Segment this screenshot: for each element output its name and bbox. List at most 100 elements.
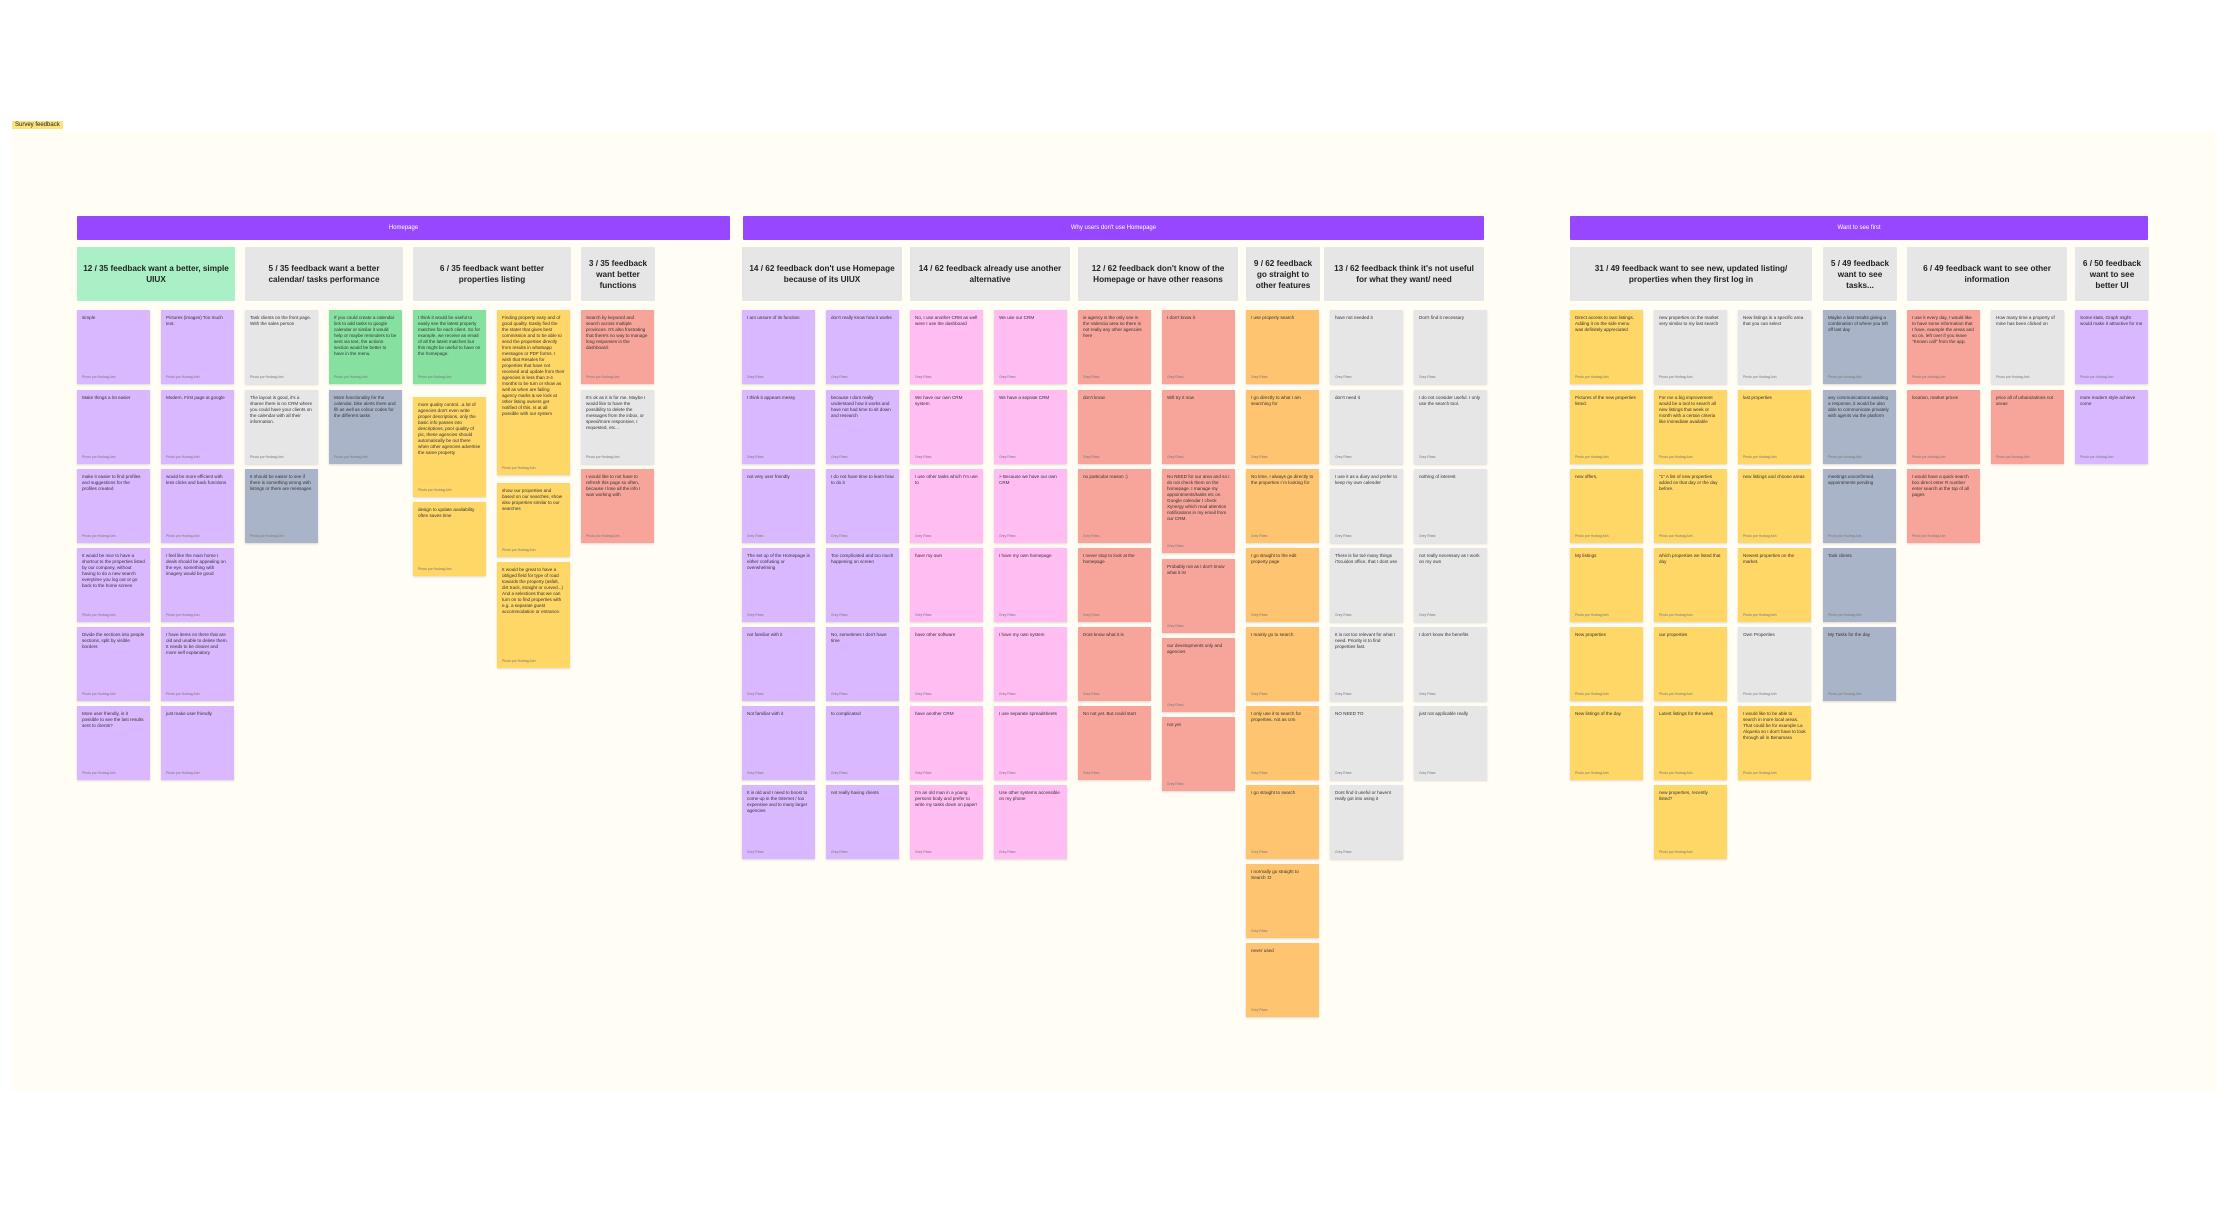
sticky-note[interactable]: Some stats, Graph might would make it at…	[2075, 310, 2148, 384]
sticky-note[interactable]: Too complicated and too much happening o…	[826, 548, 899, 622]
sticky-note[interactable]: just not applicable really Grey Rhea	[1414, 706, 1487, 780]
sticky-note[interactable]: Probably not as I don't know what it is!…	[1162, 559, 1235, 633]
sticky-note[interactable]: There is far toé many things i'Scuidos o…	[1330, 548, 1403, 622]
sticky-note[interactable]: I do not have time to learn how to do it…	[826, 469, 899, 543]
sticky-note[interactable]: I have items on there that are old and u…	[161, 627, 234, 701]
sticky-note[interactable]: never used Grey Rhea	[1246, 943, 1319, 1017]
sticky-note[interactable]: new properties on the market very simila…	[1654, 310, 1727, 384]
sticky-note[interactable]: location, market prices Photo por Hodrag …	[1907, 390, 1980, 464]
sticky-note[interactable]: make it easier to find profiles and sugg…	[77, 469, 150, 543]
sticky-note[interactable]: No not yet. But could start Grey Rhea	[1078, 706, 1151, 780]
sticky-note[interactable]: I think it would be useful to easily see…	[413, 310, 486, 384]
sticky-note[interactable]: Finding property easy and of good qualit…	[497, 310, 570, 475]
sticky-note[interactable]: Not familiar with it Grey Rhea	[742, 706, 815, 780]
sticky-note[interactable]: The layout is good, it's a shame there i…	[245, 390, 318, 464]
sticky-note[interactable]: I only use it to search for properties, …	[1246, 706, 1319, 780]
sticky-note[interactable]: New listings of the day Photo por Hodrag …	[1570, 706, 1643, 780]
sticky-note[interactable]: I feel like the main home I deals should…	[161, 548, 234, 622]
sticky-note[interactable]: I do not consider useful. I only use the…	[1414, 390, 1487, 464]
sticky-note[interactable]: More user friendly, is it possible to se…	[77, 706, 150, 780]
sticky-note[interactable]: > Because we have our own CRM Grey Rhea	[994, 469, 1067, 543]
sticky-note[interactable]: don't need it Grey Rhea	[1330, 390, 1403, 464]
sticky-note[interactable]: I use other tasks which I'm use to Grey R…	[910, 469, 983, 543]
sticky-note[interactable]: Maybe a last results giving a combinatio…	[1823, 310, 1896, 384]
sticky-note[interactable]: I'm an old man in a young persons body a…	[910, 785, 983, 859]
sticky-note[interactable]: have other software Grey Rhea	[910, 627, 983, 701]
sticky-note[interactable]: just make user friendly Photo por Hodrag …	[161, 706, 234, 780]
sticky-note[interactable]: Use other systems accessible on my phone…	[994, 785, 1067, 859]
sticky-note[interactable]: I use separate spreadsheets Grey Rhea	[994, 706, 1067, 780]
sticky-note[interactable]: I don't know it Grey Rhea	[1162, 310, 1235, 384]
sticky-note[interactable]: I go straight to the edit property page G…	[1246, 548, 1319, 622]
sticky-note[interactable]: I have my own system Grey Rhea	[994, 627, 1067, 701]
sticky-note[interactable]: No NEED for our area and so I do not che…	[1162, 469, 1235, 553]
sticky-note[interactable]: Will try it now Grey Rhea	[1162, 390, 1235, 464]
sticky-note[interactable]: I use it every day, I would like to have…	[1907, 310, 1980, 384]
sticky-note[interactable]: My listings Photo por Hodrag Anh	[1570, 548, 1643, 622]
sticky-note[interactable]: meetings unconfirmed, appointments pendi…	[1823, 469, 1896, 543]
sticky-note[interactable]: I would like to not have to refresh this…	[581, 469, 654, 543]
sticky-note[interactable]: not familiar with it Grey Rhea	[742, 627, 815, 701]
sticky-note[interactable]: The set up of the Homepage is either con…	[742, 548, 815, 622]
sticky-note[interactable]: I would have a quick search box direct e…	[1907, 469, 1980, 543]
sticky-note[interactable]: simple Photo por Hodrag Anh	[77, 310, 150, 384]
sticky-note[interactable]: I go straight to search Grey Rhea	[1246, 785, 1319, 859]
sticky-note[interactable]: our developments only and agencies Grey R…	[1162, 638, 1235, 712]
sticky-note[interactable]: It is not too relevant for what I need. …	[1330, 627, 1403, 701]
sticky-note[interactable]: I go directly to what I am searching for…	[1246, 390, 1319, 464]
sticky-note[interactable]: Dont find it useful or havent really got…	[1330, 785, 1403, 859]
sticky-note[interactable]: nothing of interest Grey Rhea	[1414, 469, 1487, 543]
sticky-note[interactable]: For me a big improvement would be a tool…	[1654, 390, 1727, 464]
sticky-note[interactable]: No time, I always go directly to the pro…	[1246, 469, 1319, 543]
sticky-note[interactable]: I never stop to look at the homepage Grey…	[1078, 548, 1151, 622]
sticky-note[interactable]: have another CRM Grey Rhea	[910, 706, 983, 780]
sticky-note[interactable]: any communications awaiting a response, …	[1823, 390, 1896, 464]
sticky-note[interactable]: Don't find it necessary Grey Rhea	[1414, 310, 1487, 384]
sticky-note[interactable]: "1" A list of new properties added on th…	[1654, 469, 1727, 543]
sticky-note[interactable]: design to update availability often save…	[413, 502, 486, 576]
sticky-note[interactable]: show our properties and based on our sea…	[497, 483, 570, 557]
sticky-note[interactable]: I normally go straight to Search :D Grey …	[1246, 864, 1319, 938]
sticky-note[interactable]: How many time a property of mine has bee…	[1991, 310, 2064, 384]
sticky-note[interactable]: ie agency is the only one in the Valenci…	[1078, 310, 1151, 384]
sticky-note[interactable]: new offers, Photo por Hodrag Anh	[1570, 469, 1643, 543]
sticky-note[interactable]: We use our CRM Grey Rhea	[994, 310, 1067, 384]
sticky-note[interactable]: Newest properties on the market. Photo po…	[1738, 548, 1811, 622]
sticky-note[interactable]: More functionality for the calendar, bik…	[329, 390, 402, 464]
sticky-note[interactable]: not really necessary as I work on my own…	[1414, 548, 1487, 622]
sticky-note[interactable]: Task clients Photo por Hodrag Anh	[1823, 548, 1896, 622]
sticky-note[interactable]: Latest listings for the week Photo por Ho…	[1654, 706, 1727, 780]
sticky-note[interactable]: NO NEED TO Grey Rhea	[1330, 706, 1403, 780]
sticky-note[interactable]: have my own Grey Rhea	[910, 548, 983, 622]
sticky-note[interactable]: I think it appears messy Grey Rhea	[742, 390, 815, 464]
sticky-note[interactable]: I don't know the benefits Grey Rhea	[1414, 627, 1487, 701]
sticky-note[interactable]: We have a seprate CRM Grey Rhea	[994, 390, 1067, 464]
sticky-note[interactable]: not yet Grey Rhea	[1162, 717, 1235, 791]
sticky-note[interactable]: No, I use another CRM as well were I use…	[910, 310, 983, 384]
sticky-note[interactable]: Modern. First page at google Photo por Ho…	[161, 390, 234, 464]
sticky-note[interactable]: new properties, recently listed? Photo po…	[1654, 785, 1727, 859]
sticky-note[interactable]: It would be great to have a obliged fiel…	[497, 562, 570, 668]
sticky-note[interactable]: It would be nice to have a shortcut to t…	[77, 548, 150, 622]
sticky-note[interactable]: to complicated Grey Rhea	[826, 706, 899, 780]
sticky-note[interactable]: which properties we listed that day Photo…	[1654, 548, 1727, 622]
sticky-note[interactable]: have not needed it Grey Rhea	[1330, 310, 1403, 384]
sticky-note[interactable]: I use property search Grey Rhea	[1246, 310, 1319, 384]
sticky-note[interactable]: Pictures (images) Too much text. Photo po…	[161, 310, 234, 384]
sticky-note[interactable]: more quality control...a lot of agencies…	[413, 397, 486, 497]
sticky-note[interactable]: No, sometimes I don't have time Grey Rhea	[826, 627, 899, 701]
sticky-note[interactable]: new listings and choose areas Photo por H…	[1738, 469, 1811, 543]
sticky-note[interactable]: It is old and I need to boost to come up…	[742, 785, 815, 859]
sticky-note[interactable]: Pictures of the new properties listed. Ph…	[1570, 390, 1643, 464]
sticky-note[interactable]: not really having clients Grey Rhea	[826, 785, 899, 859]
sticky-note[interactable]: It's ok as it is for me. Maybe I would l…	[581, 390, 654, 464]
sticky-note[interactable]: Dont know what it is Grey Rhea	[1078, 627, 1151, 701]
sticky-note[interactable]: more modern style achieve corne Photo por…	[2075, 390, 2148, 464]
sticky-note[interactable]: It should be easier to see if there is s…	[245, 469, 318, 543]
sticky-note[interactable]: Task clients on the front page. With the…	[245, 310, 318, 384]
sticky-note[interactable]: Divide the sections into people sections…	[77, 627, 150, 701]
sticky-note[interactable]: New properties Photo por Hodrag Anh	[1570, 627, 1643, 701]
sticky-note[interactable]: I am unsure of its function Grey Rhea	[742, 310, 815, 384]
sticky-note[interactable]: Own Properties Photo por Hodrag Anh	[1738, 627, 1811, 701]
sticky-note[interactable]: We have our own CRM system Grey Rhea	[910, 390, 983, 464]
